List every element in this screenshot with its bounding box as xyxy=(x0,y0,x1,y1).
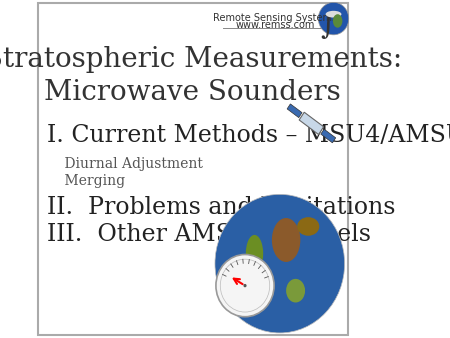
Text: Diurnal Adjustment: Diurnal Adjustment xyxy=(47,157,203,171)
Text: Remote Sensing Systems: Remote Sensing Systems xyxy=(213,13,337,23)
Text: www.remss.com: www.remss.com xyxy=(235,20,315,30)
Ellipse shape xyxy=(297,217,320,236)
Text: Stratospheric Measurements:
Microwave Sounders: Stratospheric Measurements: Microwave So… xyxy=(0,46,402,106)
Polygon shape xyxy=(287,104,302,118)
Text: II.  Problems and Limitations: II. Problems and Limitations xyxy=(47,196,396,219)
Polygon shape xyxy=(321,129,336,143)
Text: ∫: ∫ xyxy=(320,13,334,40)
Ellipse shape xyxy=(326,11,342,18)
Ellipse shape xyxy=(333,14,342,28)
Text: I. Current Methods – MSU4/AMSU9: I. Current Methods – MSU4/AMSU9 xyxy=(47,124,450,147)
Polygon shape xyxy=(299,112,324,135)
Circle shape xyxy=(318,2,349,35)
Circle shape xyxy=(243,284,247,287)
Ellipse shape xyxy=(246,235,263,272)
Ellipse shape xyxy=(286,279,305,303)
Text: Merging: Merging xyxy=(47,174,126,188)
Circle shape xyxy=(216,255,274,317)
Circle shape xyxy=(215,194,345,333)
Ellipse shape xyxy=(272,218,300,262)
Text: III.  Other AMSU Channels: III. Other AMSU Channels xyxy=(47,223,371,246)
